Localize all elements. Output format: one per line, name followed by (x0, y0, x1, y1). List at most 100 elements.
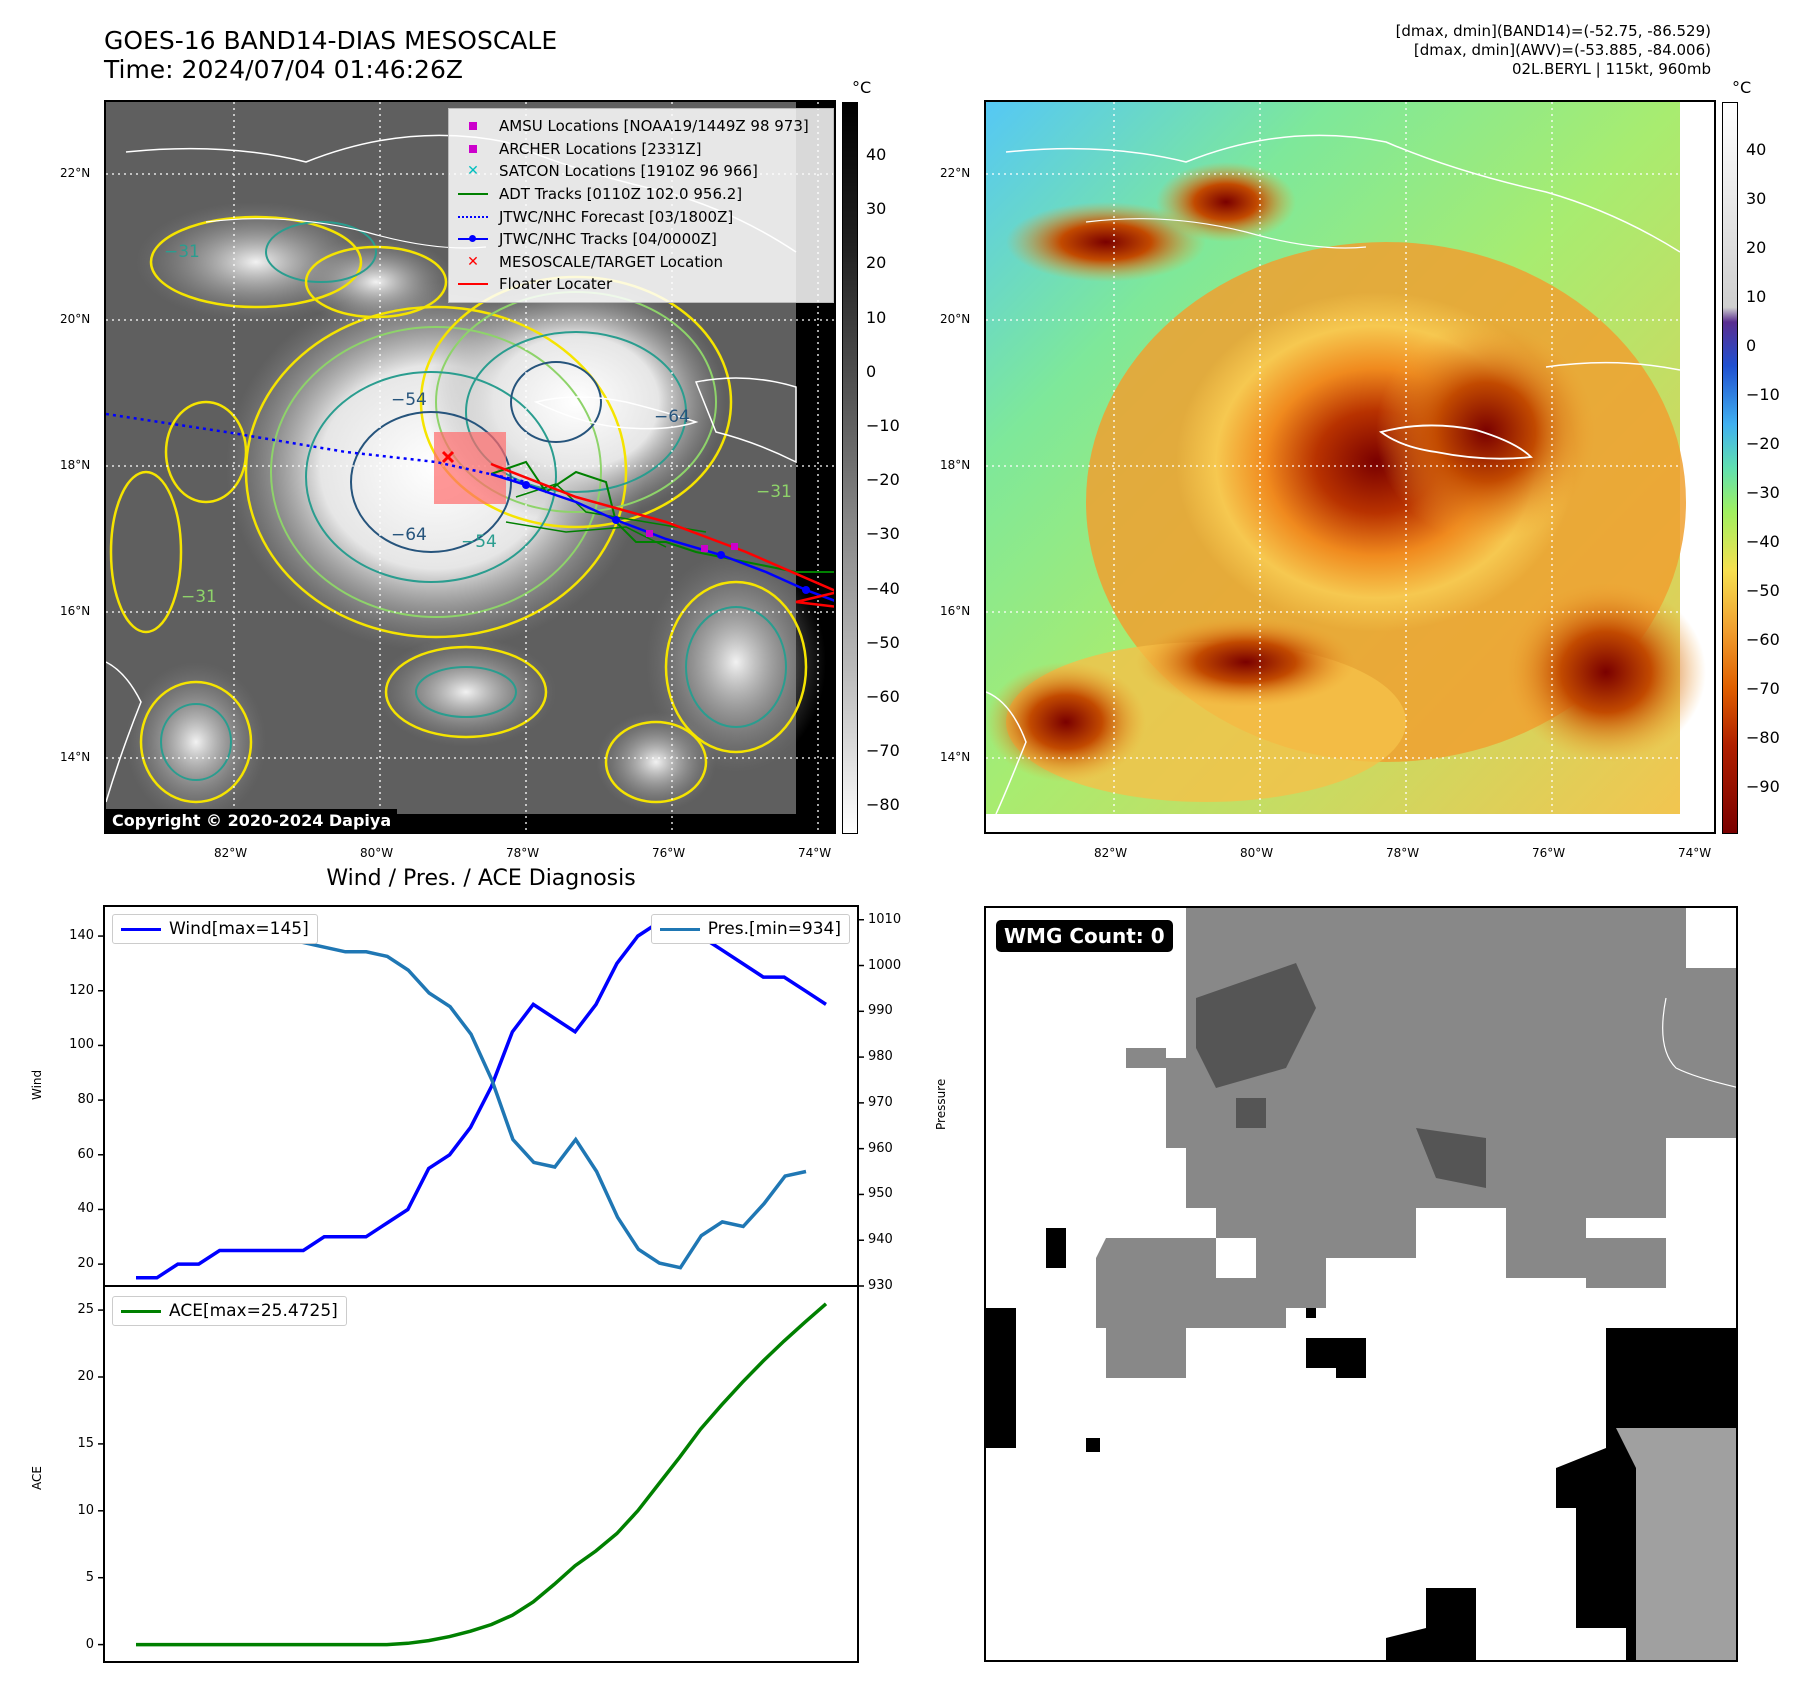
ir-map-panel: −54 −64 −54 −64 −31 −31 −31 (104, 100, 836, 834)
info-line-3: 02L.BERYL | 115kt, 960mb (1511, 60, 1711, 78)
axis-tick-label: 5 (85, 1569, 94, 1585)
legend-entry: ADT Tracks [0110Z 102.0 956.2] (457, 183, 825, 206)
axis-tick-label: 0 (85, 1636, 94, 1652)
wind-pressure-plot (98, 905, 864, 1287)
legend-entry: AMSU Locations [NOAA19/1449Z 98 973] (457, 115, 825, 138)
contour-label: −31 (756, 482, 792, 502)
adt-track (490, 460, 834, 573)
colorbar-tick-label: 30 (866, 199, 887, 219)
colorbar-tick-label: −50 (866, 632, 900, 652)
colorbar-tick-label: −10 (1746, 385, 1780, 404)
colorbar-tick-label: −10 (866, 416, 900, 435)
axis-tick-label: 25 (77, 1302, 94, 1318)
contour-label: −54 (391, 390, 427, 410)
axis-tick-label: 950 (868, 1186, 893, 1202)
awv-map-image (986, 102, 1706, 815)
ace-legend-label: ACE[max=25.4725] (169, 1301, 338, 1321)
wind-axis-label: Wind (30, 1069, 44, 1100)
colorbar-tick-label: 0 (866, 361, 877, 381)
axis-tick-label: 60 (77, 1146, 94, 1162)
wind-legend-label: Wind[max=145] (169, 919, 309, 939)
awv-colorbar (1722, 102, 1738, 834)
red-line-icon (457, 283, 489, 286)
axis-tick-label: 1010 (868, 911, 902, 927)
lon-label: 76°W (652, 846, 686, 860)
floater-locater (490, 462, 834, 608)
blue-dotted-line-icon (457, 215, 489, 218)
awv-gridlines (986, 102, 1680, 814)
info-line-1: [dmax, dmin](BAND14)=(-52.75, -86.529) (1395, 22, 1711, 40)
jtwc-forecast-track (106, 412, 527, 484)
axis-tick-label: 100 (69, 1037, 94, 1053)
legend-label: SATCON Locations [1910Z 96 966] (499, 162, 758, 181)
legend-label: Floater Locater (499, 275, 613, 294)
colorbar-tick-label: −20 (866, 470, 900, 490)
ace-series-line (136, 1302, 828, 1647)
info-line-2: [dmax, dmin](AWV)=(-53.885, -84.006) (1413, 41, 1711, 59)
colorbar-tick-label: −80 (1746, 728, 1780, 747)
colorbar-tick-label: −70 (1746, 679, 1780, 698)
ir-colorbar (842, 102, 858, 834)
ace-axis-label: ACE (30, 1466, 44, 1490)
colorbar-tick-label: 40 (1746, 140, 1767, 159)
axis-tick-label: 960 (868, 1140, 893, 1156)
colorbar-tick-label: 0 (1746, 336, 1757, 355)
wind-legend: Wind[max=145] (112, 914, 318, 944)
storm-info: [dmax, dmin](BAND14)=(-52.75, -86.529) [… (1396, 22, 1711, 79)
colorbar-tick-label: −20 (1746, 434, 1780, 453)
diagnosis-title: Wind / Pres. / ACE Diagnosis (326, 866, 636, 891)
lat-label: 20°N (60, 312, 91, 326)
contour-label: −31 (164, 242, 200, 262)
contour-label: −54 (461, 532, 497, 552)
lon-label: 82°W (1094, 846, 1128, 860)
legend-label: JTWC/NHC Forecast [03/1800Z] (499, 207, 734, 226)
colorbar-tick-label: −90 (1746, 777, 1780, 796)
axis-tick-label: 980 (868, 1049, 893, 1065)
colorbar-tick-label: −80 (866, 795, 900, 815)
legend-label: JTWC/NHC Tracks [04/0000Z] (499, 230, 717, 249)
colorbar-tick-label: −30 (866, 524, 900, 544)
axis-tick-label: 990 (868, 1003, 893, 1019)
legend-entry: ✕ MESOSCALE/TARGET Location (457, 251, 825, 274)
legend-label: MESOSCALE/TARGET Location (499, 252, 724, 271)
blue-line-dot-icon (457, 235, 489, 243)
axis-tick-label: 930 (868, 1278, 893, 1293)
axis-tick-label: 140 (69, 928, 94, 944)
lon-label: 82°W (214, 846, 248, 860)
pressure-legend: Pres.[min=934] (650, 914, 850, 944)
ir-legend: AMSU Locations [NOAA19/1449Z 98 973] ARC… (448, 108, 834, 303)
colorbar-tick-label: 20 (1746, 238, 1767, 257)
awv-map-panel (984, 100, 1716, 834)
lat-label: 22°N (940, 166, 971, 180)
blue-line-icon (121, 927, 161, 931)
contour-label: −31 (181, 587, 217, 607)
colorbar-tick-label: −60 (1746, 630, 1780, 649)
lat-label: 18°N (60, 458, 91, 472)
colorbar-tick-label: −50 (1746, 581, 1780, 600)
mesoscale-target-box (434, 432, 506, 504)
ace-chart: ACE[max=25.4725] (98, 1285, 859, 1663)
copyright-label: Copyright © 2020-2024 Dapiya (106, 809, 398, 832)
axis-tick-label: 20 (77, 1368, 94, 1384)
colorbar-tick-label: 40 (866, 145, 887, 164)
axis-tick-label: 80 (77, 1092, 94, 1108)
chart-title: GOES-16 BAND14-DIAS MESOSCALE Time: 2024… (104, 26, 557, 84)
legend-entry: ✕ SATCON Locations [1910Z 96 966] (457, 160, 825, 183)
lon-label: 76°W (1532, 846, 1566, 860)
lon-label: 80°W (360, 846, 394, 860)
contour-label: −64 (391, 525, 427, 545)
lat-label: 14°N (940, 750, 971, 764)
axis-tick-label: 1000 (868, 957, 902, 973)
colorbar-tick-label: 10 (866, 307, 887, 327)
legend-label: AMSU Locations [NOAA19/1449Z 98 973] (499, 117, 809, 136)
lat-label: 14°N (60, 750, 91, 764)
lon-label: 78°W (506, 846, 540, 860)
wind-pressure-chart: Wind[max=145] Pres.[min=934] (98, 905, 864, 1287)
wmg-image (986, 908, 1736, 1660)
lat-label: 20°N (940, 312, 971, 326)
legend-label: ARCHER Locations [2331Z] (499, 139, 702, 158)
lon-label: 74°W (798, 846, 832, 860)
colorbar-tick-label: −40 (1746, 532, 1780, 551)
lat-label: 16°N (60, 604, 91, 618)
axis-tick-label: 15 (77, 1435, 94, 1451)
